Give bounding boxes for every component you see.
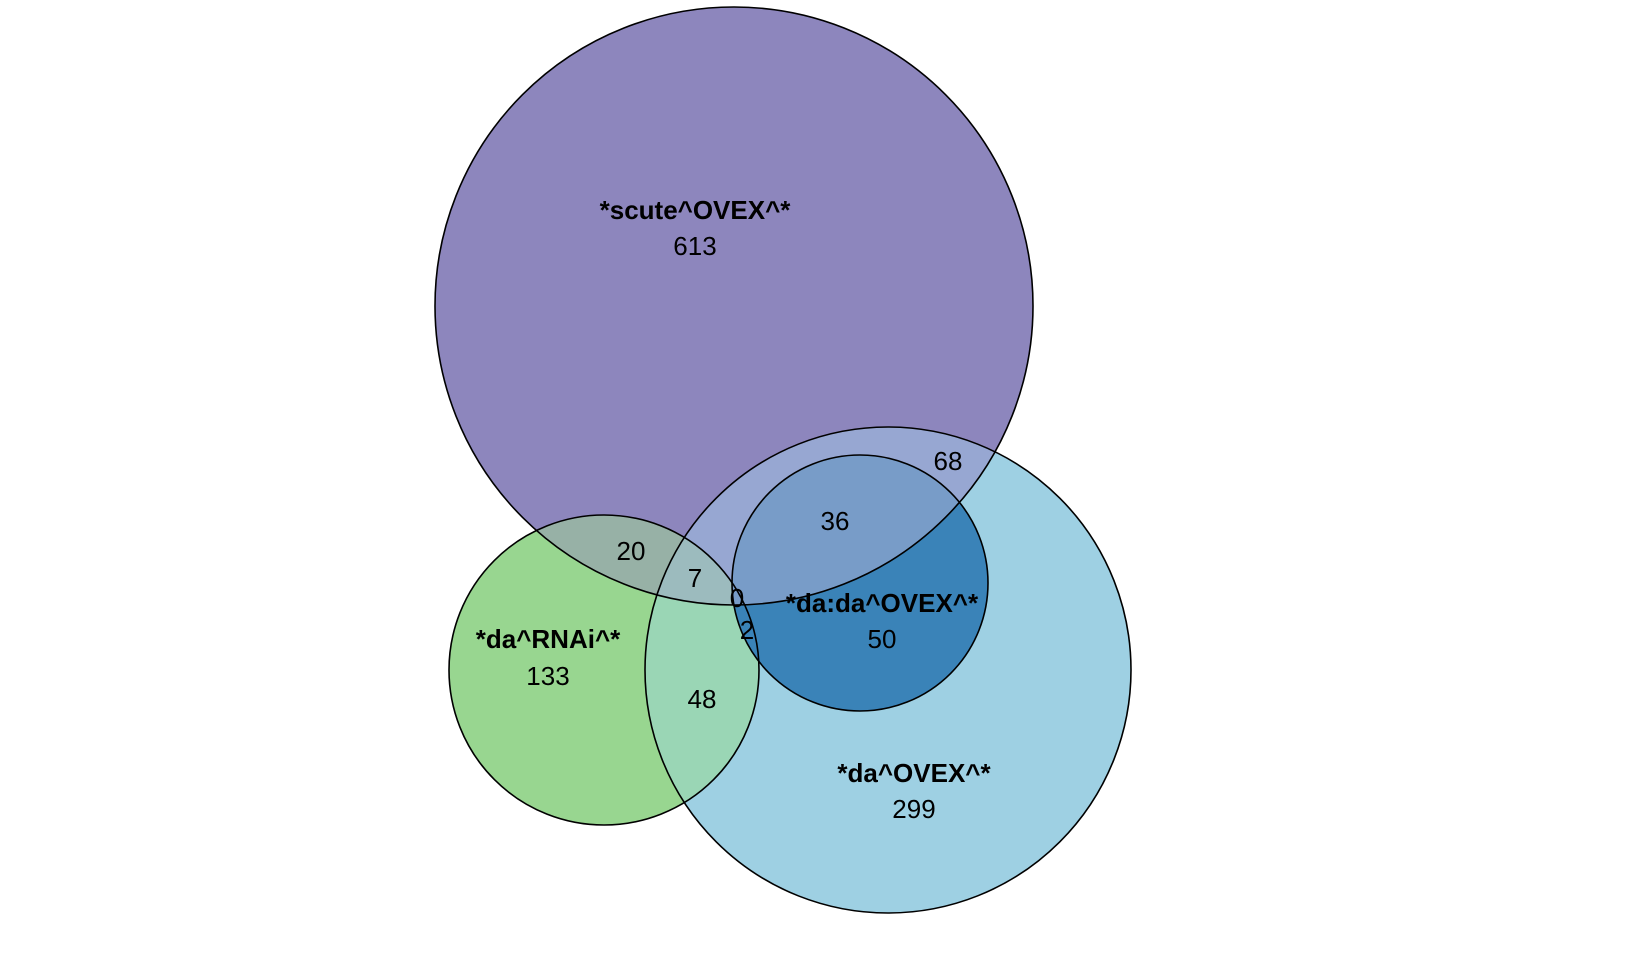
- count-scute-darnai-daovex: 7: [688, 563, 702, 593]
- set-label-da-ovex: *da^OVEX^*: [837, 758, 991, 788]
- set-labels: *scute^OVEX^* 613 *da^OVEX^* 299 *da^RNA…: [476, 195, 992, 824]
- intersection-counts: 68 36 20 7 0 2 48: [617, 446, 963, 714]
- count-all-four: 0: [730, 583, 744, 613]
- count-da-da-ovex: 50: [868, 624, 897, 654]
- count-da-rnai: 133: [526, 661, 569, 691]
- count-scute-daovex: 68: [934, 446, 963, 476]
- count-scute-daovex-dada: 36: [821, 506, 850, 536]
- count-scute-ovex: 613: [673, 231, 716, 261]
- count-da-ovex: 299: [892, 794, 935, 824]
- region-fills: [435, 7, 1131, 913]
- outline-da-da-ovex: [731, 454, 989, 712]
- set-label-da-rnai: *da^RNAi^*: [476, 624, 621, 654]
- count-scute-darnai: 20: [617, 536, 646, 566]
- outline-da-ovex: [644, 426, 1132, 914]
- set-label-da-da-ovex: *da:da^OVEX^*: [786, 588, 979, 618]
- outline-da-rnai: [448, 514, 760, 826]
- set-label-scute-ovex: *scute^OVEX^*: [600, 195, 792, 225]
- circle-outlines: [434, 6, 1132, 914]
- count-darnai-daovex-dada: 2: [740, 615, 754, 645]
- count-darnai-daovex: 48: [688, 684, 717, 714]
